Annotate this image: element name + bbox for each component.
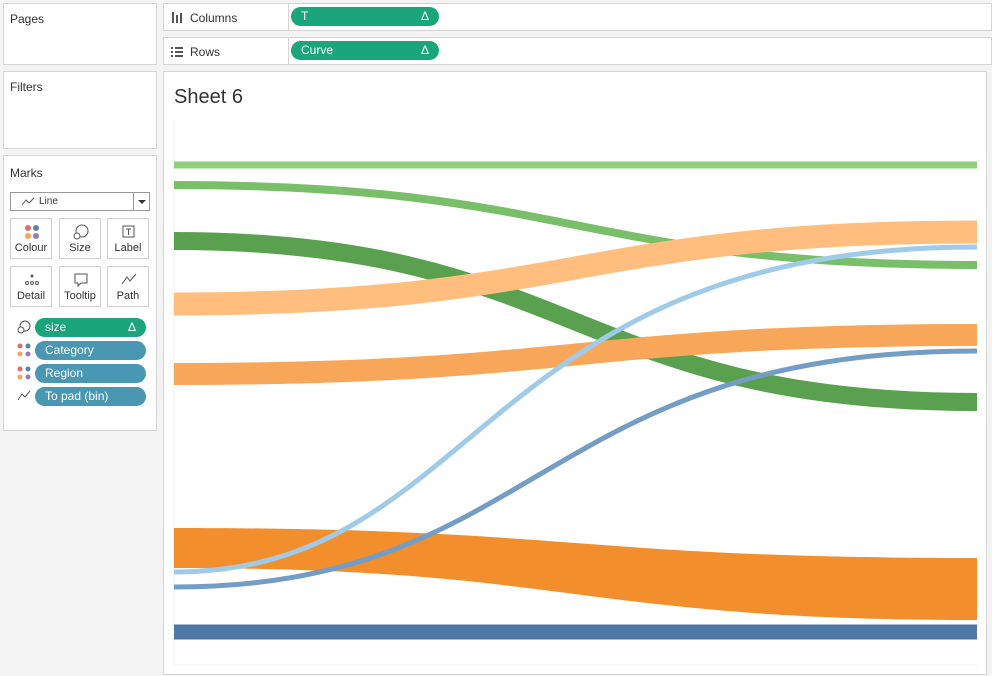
button-label: Colour	[14, 242, 48, 254]
detail-button[interactable]: Detail	[10, 266, 52, 307]
path-icon	[17, 390, 31, 401]
curve-pill[interactable]: Curve Δ	[291, 41, 439, 60]
columns-icon	[172, 12, 182, 23]
flow	[173, 220, 978, 316]
size-icon	[17, 320, 31, 334]
mark-type-label: Line	[39, 196, 58, 207]
panel-title: Pages	[10, 12, 45, 26]
rows-shelf: Rows Curve Δ	[163, 37, 992, 65]
rows-icon	[171, 47, 183, 57]
size-button[interactable]: Size	[59, 218, 101, 259]
pill-suffix: Δ	[420, 9, 429, 23]
category-pill[interactable]: Category	[35, 341, 146, 360]
flow	[173, 244, 978, 575]
line-icon	[21, 197, 35, 206]
sheet-view: Sheet 6	[163, 71, 987, 675]
pill-label: Category	[45, 343, 94, 357]
pill-label: Curve	[301, 43, 334, 57]
sheet-title: Sheet 6	[174, 86, 243, 108]
size-pill[interactable]: size Δ	[35, 318, 146, 337]
pages-panel: Pages	[3, 3, 157, 65]
colour-icon	[17, 343, 31, 357]
panel-title: Marks	[10, 166, 43, 180]
marks-panel: Marks Line Colour Size Label Detail Tool…	[3, 155, 157, 431]
label-button[interactable]: Label	[107, 218, 149, 259]
button-label: Detail	[16, 290, 46, 302]
button-label: Label	[114, 242, 142, 254]
shelf-label: Columns	[190, 11, 238, 25]
button-label: Path	[116, 290, 140, 302]
mark-type-dropdown[interactable]: Line	[10, 192, 150, 211]
button-label: Tooltip	[64, 290, 96, 302]
sankey-canvas	[173, 120, 978, 666]
flow	[173, 232, 978, 411]
flow	[173, 348, 978, 590]
path-button[interactable]: Path	[107, 266, 149, 307]
colour-icon	[17, 366, 31, 380]
pill-label: size	[45, 320, 67, 334]
button-label: Size	[69, 242, 91, 254]
panel-title: Filters	[10, 80, 43, 94]
colour-button[interactable]: Colour	[10, 218, 52, 259]
tooltip-button[interactable]: Tooltip	[59, 266, 101, 307]
pill-label: T	[301, 9, 309, 23]
flow	[174, 528, 977, 620]
pill-label: To pad (bin)	[45, 389, 109, 403]
dropdown-arrow	[138, 200, 146, 204]
pill-suffix: Δ	[127, 320, 136, 334]
region-pill[interactable]: Region	[35, 364, 146, 383]
filters-panel[interactable]: Filters	[3, 71, 157, 149]
pill-suffix: Δ	[420, 43, 429, 57]
shelf-label: Rows	[190, 45, 221, 59]
to-pad-pill[interactable]: To pad (bin)	[35, 387, 146, 406]
pill-label: Region	[45, 366, 84, 380]
